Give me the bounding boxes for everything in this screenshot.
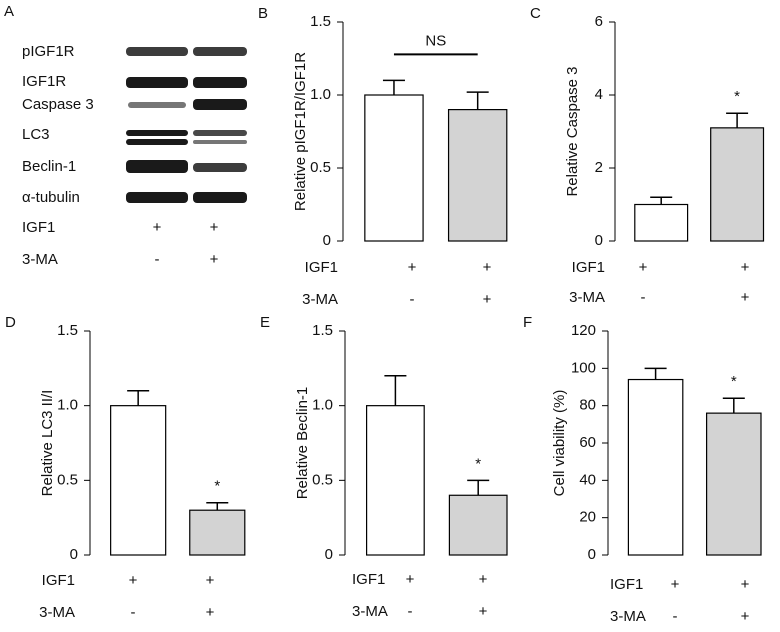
- condition-name: 3-MA: [569, 289, 605, 306]
- condition-mark: -: [641, 289, 646, 306]
- panel-letter: D: [5, 314, 16, 331]
- significance-mark: *: [731, 373, 737, 390]
- bar: [627, 378, 684, 556]
- band-label: Beclin-1: [22, 158, 76, 175]
- condition-name: IGF1: [42, 572, 75, 589]
- condition-name: IGF1: [22, 219, 55, 236]
- condition-name: 3-MA: [610, 608, 646, 625]
- bar: [189, 509, 246, 556]
- y-tick-label: 1.5: [312, 322, 333, 339]
- panel-letter: C: [530, 5, 541, 22]
- y-tick-label: 4: [595, 86, 603, 103]
- y-tick-label: 100: [571, 359, 596, 376]
- y-axis-title: Cell viability (%): [551, 390, 568, 497]
- band-label: IGF1R: [22, 73, 66, 90]
- condition-mark: +: [639, 259, 648, 276]
- condition-mark: -: [155, 251, 160, 268]
- y-tick-label: 0: [70, 546, 78, 563]
- y-tick-label: 120: [571, 322, 596, 339]
- condition-mark: +: [479, 603, 488, 620]
- bar: [364, 94, 424, 242]
- y-tick-label: 1.0: [312, 397, 333, 414]
- y-tick-label: 80: [579, 397, 596, 414]
- condition-name: 3-MA: [302, 291, 338, 308]
- significance-mark: *: [214, 478, 220, 495]
- condition-mark: +: [153, 219, 162, 236]
- y-tick-label: 40: [579, 471, 596, 488]
- condition-mark: +: [210, 219, 219, 236]
- y-tick-label: 60: [579, 434, 596, 451]
- y-tick-label: 0: [325, 546, 333, 563]
- y-tick-label: 0.5: [57, 471, 78, 488]
- y-tick-label: 0.5: [310, 159, 331, 176]
- condition-mark: +: [129, 572, 138, 589]
- condition-mark: +: [206, 604, 215, 621]
- bar: [710, 127, 765, 242]
- y-tick-label: 0.5: [312, 471, 333, 488]
- condition-mark: +: [741, 259, 750, 276]
- band-label: α-tubulin: [22, 189, 80, 206]
- significance-mark: *: [475, 455, 481, 472]
- condition-mark: +: [741, 608, 750, 625]
- band-label: pIGF1R: [22, 43, 75, 60]
- condition-mark: -: [410, 291, 415, 308]
- condition-name: IGF1: [610, 576, 643, 593]
- condition-mark: +: [206, 572, 215, 589]
- y-tick-label: 2: [595, 159, 603, 176]
- condition-mark: +: [406, 571, 415, 588]
- y-tick-label: 1.0: [57, 397, 78, 414]
- bar: [110, 405, 167, 556]
- bar: [366, 405, 425, 556]
- panel-letter: F: [523, 314, 532, 331]
- condition-mark: +: [483, 291, 492, 308]
- blot-bands: [126, 47, 247, 203]
- significance-mark: *: [734, 88, 740, 105]
- condition-name: 3-MA: [39, 604, 75, 621]
- bar: [447, 108, 508, 242]
- band-label: Caspase 3: [22, 96, 94, 113]
- condition-name: IGF1: [572, 259, 605, 276]
- y-axis-title: Relative Caspase 3: [564, 66, 581, 196]
- y-tick-label: 0: [323, 232, 331, 249]
- y-axis-title: Relative pIGF1R/IGF1R: [292, 52, 309, 211]
- y-tick-label: 1.5: [57, 322, 78, 339]
- band-label: LC3: [22, 126, 50, 143]
- condition-mark: -: [131, 604, 136, 621]
- y-axis-title: Relative Beclin-1: [294, 387, 311, 500]
- panel-letter: A: [4, 3, 14, 20]
- condition-mark: +: [479, 571, 488, 588]
- y-tick-label: 6: [595, 13, 603, 30]
- panel-letter: B: [258, 5, 268, 22]
- condition-mark: +: [671, 576, 680, 593]
- y-tick-label: 0: [588, 546, 596, 563]
- condition-mark: +: [741, 289, 750, 306]
- condition-mark: +: [210, 251, 219, 268]
- condition-mark: +: [483, 259, 492, 276]
- condition-name: IGF1: [305, 259, 338, 276]
- condition-name: 3-MA: [22, 251, 58, 268]
- y-axis-title: Relative LC3 II/I: [39, 390, 56, 497]
- condition-mark: +: [408, 259, 417, 276]
- y-tick-label: 1.5: [310, 13, 331, 30]
- bar: [705, 412, 762, 556]
- condition-mark: -: [408, 603, 413, 620]
- panel-letter: E: [260, 314, 270, 331]
- condition-name: 3-MA: [352, 603, 388, 620]
- condition-mark: -: [673, 608, 678, 625]
- y-tick-label: 1.0: [310, 86, 331, 103]
- comparison-label: NS: [425, 32, 446, 49]
- y-tick-label: 0: [595, 232, 603, 249]
- bar: [634, 203, 689, 242]
- condition-mark: +: [741, 576, 750, 593]
- bar: [448, 494, 508, 556]
- condition-name: IGF1: [352, 571, 385, 588]
- y-tick-label: 20: [579, 509, 596, 526]
